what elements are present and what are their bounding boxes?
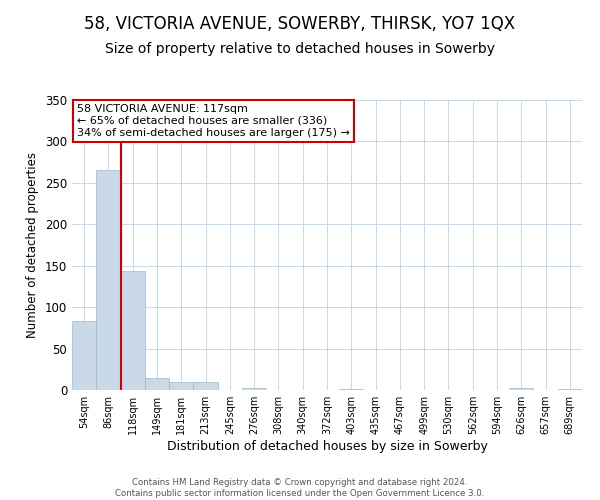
Bar	[509, 388, 533, 390]
Text: Size of property relative to detached houses in Sowerby: Size of property relative to detached ho…	[105, 42, 495, 56]
Bar	[339, 389, 364, 390]
X-axis label: Distribution of detached houses by size in Sowerby: Distribution of detached houses by size …	[167, 440, 487, 453]
Bar	[193, 382, 218, 390]
Y-axis label: Number of detached properties: Number of detached properties	[26, 152, 40, 338]
Text: Contains HM Land Registry data © Crown copyright and database right 2024.
Contai: Contains HM Land Registry data © Crown c…	[115, 478, 485, 498]
Bar	[72, 321, 96, 390]
Bar	[96, 170, 121, 390]
Text: 58 VICTORIA AVENUE: 117sqm
← 65% of detached houses are smaller (336)
34% of sem: 58 VICTORIA AVENUE: 117sqm ← 65% of deta…	[77, 104, 350, 138]
Bar	[242, 388, 266, 390]
Bar	[121, 270, 145, 390]
Bar	[558, 389, 582, 390]
Bar	[145, 378, 169, 390]
Text: 58, VICTORIA AVENUE, SOWERBY, THIRSK, YO7 1QX: 58, VICTORIA AVENUE, SOWERBY, THIRSK, YO…	[85, 15, 515, 33]
Bar	[169, 382, 193, 390]
